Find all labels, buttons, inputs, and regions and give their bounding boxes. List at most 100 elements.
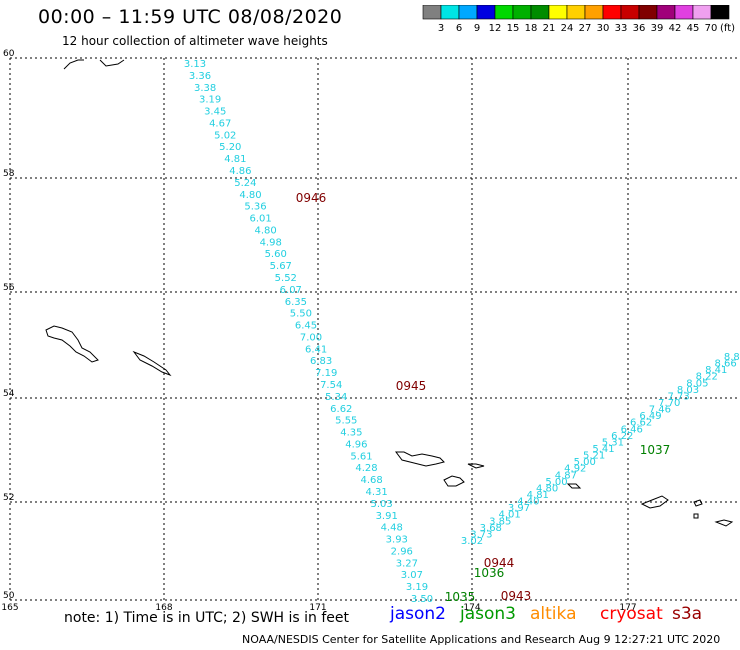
swh-label-track-a: 4.98 — [260, 237, 282, 248]
swh-label-track-a: 6.45 — [295, 321, 317, 332]
scale-unit-label: (ft) — [720, 23, 735, 34]
swh-label-track-b: 7.73 — [667, 391, 689, 402]
swh-label-track-a: 4.48 — [381, 523, 403, 534]
wave-height-color-scale: 3 6 9 12 15 18 21 24 27 30 33 36 39 42 45 70 (ft) — [422, 5, 735, 34]
scale-tick-label: 45 — [687, 23, 700, 34]
swh-label-track-a: 4.96 — [345, 439, 367, 450]
legend-cryosat: cryosat — [600, 604, 663, 624]
scale-tick-label: 36 — [633, 23, 646, 34]
swh-label-track-b: 5.00 — [545, 477, 567, 488]
swh-label-track-b: 3.73 — [470, 529, 492, 540]
longitude-label: 171 — [309, 603, 326, 613]
swh-label-track-b: 5.00 — [574, 457, 596, 468]
latitude-label: 54 — [3, 389, 15, 399]
graticule: 60 58 56 54 52 50 165 168 171 174 177 — [1, 49, 740, 613]
scale-tick-label: 3 — [438, 23, 444, 34]
swh-label-track-b: 8.03 — [677, 385, 699, 396]
swh-label-track-b: 4.87 — [555, 470, 577, 481]
swh-label-track-a: 3.27 — [396, 558, 418, 569]
scale-swatch — [710, 5, 730, 20]
latitude-label: 60 — [3, 49, 15, 59]
swh-label-track-a: 5.36 — [244, 202, 266, 213]
swh-label-track-a: 4.68 — [360, 475, 382, 486]
legend-altika: altika — [530, 604, 577, 624]
coastline-alaska-peninsula — [63, 59, 125, 70]
scale-tick-label: 18 — [525, 23, 538, 34]
swh-label-track-b: 3.85 — [489, 516, 511, 527]
islet-a — [467, 463, 485, 469]
pass-time-label: 1037 — [640, 443, 671, 457]
swh-label-track-a: 3.93 — [386, 535, 408, 546]
swh-label-track-a: 3.19 — [199, 95, 221, 106]
swh-label-track-a: 5.61 — [350, 451, 372, 462]
swh-label-track-a: 4.81 — [224, 154, 246, 165]
swh-label-track-b: 8.89 — [724, 352, 740, 363]
islet-d — [714, 519, 734, 527]
longitude-label: 177 — [619, 603, 636, 613]
pass-time-label: 0945 — [396, 379, 427, 393]
map-title: 00:00 – 11:59 UTC 08/08/2020 — [38, 6, 343, 28]
longitude-label: 165 — [1, 603, 18, 613]
swh-label-track-b: 7.70 — [658, 398, 680, 409]
map-subtitle: 12 hour collection of altimeter wave hei… — [62, 34, 328, 48]
longitude-label: 174 — [463, 603, 480, 613]
swh-label-track-b: 5.31 — [602, 437, 624, 448]
swh-label-track-a: 2.96 — [391, 546, 413, 557]
swh-label-track-b: 7.46 — [649, 405, 671, 416]
pass-time-label: 1036 — [474, 566, 505, 580]
scale-tick-label: 27 — [579, 23, 592, 34]
latitude-label: 52 — [3, 493, 14, 503]
latitude-label: 58 — [3, 169, 15, 179]
island-aleutian-east — [640, 495, 669, 509]
swh-label-track-a: 3.50 — [411, 594, 433, 605]
swh-label-track-a: 6.35 — [285, 297, 307, 308]
scale-tick-label: 15 — [507, 23, 520, 34]
scale-tick-label: 70 — [705, 23, 718, 34]
swh-label-track-b: 3.68 — [480, 523, 502, 534]
swh-label-track-a: 5.60 — [265, 249, 287, 260]
swh-label-track-a: 3.19 — [406, 582, 428, 593]
footer-note: note: 1) Time is in UTC; 2) SWH is in fe… — [64, 610, 350, 626]
pass-time-label: 0943 — [501, 589, 532, 603]
swh-label-track-a: 5.50 — [290, 309, 312, 320]
swh-label-track-b: 3.97 — [508, 503, 530, 514]
swh-label-track-b: 4.92 — [564, 464, 586, 475]
swh-label-track-a: 4.80 — [239, 190, 261, 201]
swh-label-track-a: 3.45 — [204, 107, 226, 118]
swh-label-track-b: 6.22 — [611, 431, 633, 442]
swh-label-track-b: 6.46 — [621, 424, 643, 435]
swh-label-track-a: 4.67 — [209, 118, 231, 129]
latitude-label: 50 — [3, 591, 15, 601]
legend-jason2: jason2 — [390, 604, 446, 624]
swh-label-track-a: 3.07 — [401, 570, 423, 581]
credit-line: NOAA/NESDIS Center for Satellite Applica… — [242, 633, 721, 646]
altimeter-tracks: 3.133.363.383.193.454.675.025.204.814.86… — [184, 59, 740, 605]
scale-tick-label: 9 — [474, 23, 480, 34]
island-bering-large — [45, 325, 99, 363]
swh-label-track-a: 4.35 — [340, 428, 362, 439]
swh-label-track-b: 8.05 — [686, 378, 708, 389]
legend-jason3: jason3 — [460, 604, 516, 624]
swh-label-track-a: 7.54 — [320, 380, 342, 391]
swh-label-track-a: 6.01 — [249, 214, 271, 225]
swh-label-track-a: 3.13 — [184, 59, 206, 70]
scale-tick-label: 33 — [615, 23, 628, 34]
swh-label-track-b: 5.41 — [592, 444, 614, 455]
swh-label-track-a: 5.03 — [370, 499, 392, 510]
swh-label-track-a: 6.07 — [280, 285, 302, 296]
swh-label-track-a: 4.28 — [355, 463, 377, 474]
swh-label-track-a: 4.80 — [254, 225, 276, 236]
swh-label-track-b: 8.22 — [696, 372, 718, 383]
longitude-label: 168 — [155, 603, 172, 613]
swh-label-track-a: 6.41 — [305, 344, 327, 355]
scale-tick-label: 6 — [456, 23, 462, 34]
swh-label-track-b: 8.41 — [705, 365, 727, 376]
swh-label-track-a: 5.02 — [214, 130, 236, 141]
swh-label-track-b: 6.62 — [630, 418, 652, 429]
swh-label-track-b: 4.81 — [527, 490, 549, 501]
swh-label-track-a: 5.20 — [219, 142, 241, 153]
island-aleutian-west — [395, 451, 445, 467]
swh-label-track-a: 7.19 — [315, 368, 337, 379]
pass-time-label: 0944 — [484, 556, 515, 570]
